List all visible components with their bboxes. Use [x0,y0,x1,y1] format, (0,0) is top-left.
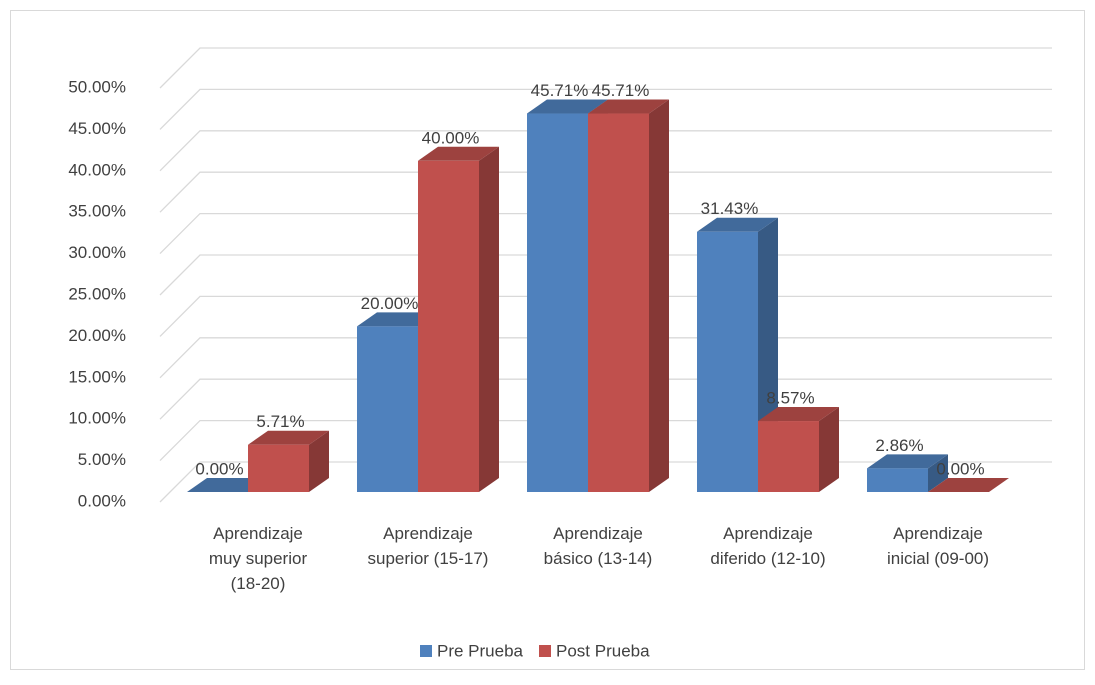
bar-side [309,430,329,492]
bar-front [588,113,649,492]
bar-side [649,99,669,492]
legend-label: Pre Prueba [437,641,524,660]
data-label: 5.71% [256,412,304,431]
data-label: 0.00% [195,459,243,478]
bar-top [928,478,1009,492]
grid-line [159,47,1052,89]
bar-side [819,407,839,492]
data-label: 8.57% [766,389,814,408]
bar-front [418,160,479,493]
bar-top [248,430,329,445]
bar-side [479,146,499,493]
bar-top [758,407,839,422]
y-tick-label: 5.00% [78,450,126,469]
legend-label: Post Prueba [556,641,650,660]
bar-top [588,99,669,114]
bar-side [928,454,948,492]
y-tick-label: 50.00% [68,77,126,96]
bar [187,478,268,492]
y-tick-label: 15.00% [68,367,126,386]
bar-front [758,421,819,492]
x-tick-label: Aprendizaje muy superior (18-20) [209,524,308,593]
data-label: 31.43% [701,199,759,218]
x-tick-label: Aprendizaje diferido (12-10) [710,524,825,568]
data-label: 2.86% [875,436,923,455]
bar-top [357,312,438,327]
bar-front [357,326,418,492]
grid-line [159,171,1052,213]
y-tick-label: 35.00% [68,202,126,221]
y-tick-label: 25.00% [68,284,126,303]
bar [867,454,948,492]
y-tick-label: 45.00% [68,119,126,138]
y-tick-label: 30.00% [68,243,126,262]
bar [418,146,499,493]
grid-line [159,130,1052,172]
y-tick-label: 0.00% [78,491,126,510]
bar-top [187,478,268,492]
data-label: 45.71% [531,81,589,100]
bar [758,407,839,492]
legend-swatch [420,645,432,657]
bar-front [867,468,928,492]
bar [248,430,329,492]
data-label: 20.00% [361,294,419,313]
data-label: 0.00% [936,459,984,478]
bar-top [418,146,499,161]
bar [588,99,669,492]
x-tick-label: Aprendizaje básico (13-14) [544,524,653,568]
x-tick-label: Aprendizaje superior (15-17) [368,524,489,568]
data-label: 40.00% [422,128,480,147]
x-tick-label: Aprendizaje inicial (09-00) [887,524,989,568]
bar-front [248,444,309,492]
legend-swatch [539,645,551,657]
bar-front [697,231,758,493]
y-tick-label: 40.00% [68,160,126,179]
y-tick-label: 20.00% [68,326,126,345]
bar [928,478,1009,492]
bar-top [527,99,608,114]
grid-line [159,88,1052,130]
bar-front [527,113,588,492]
data-label: 45.71% [592,81,650,100]
y-tick-label: 10.00% [68,409,126,428]
grid-line [159,212,1052,255]
bar-top [867,454,948,469]
bar-top [697,217,778,232]
